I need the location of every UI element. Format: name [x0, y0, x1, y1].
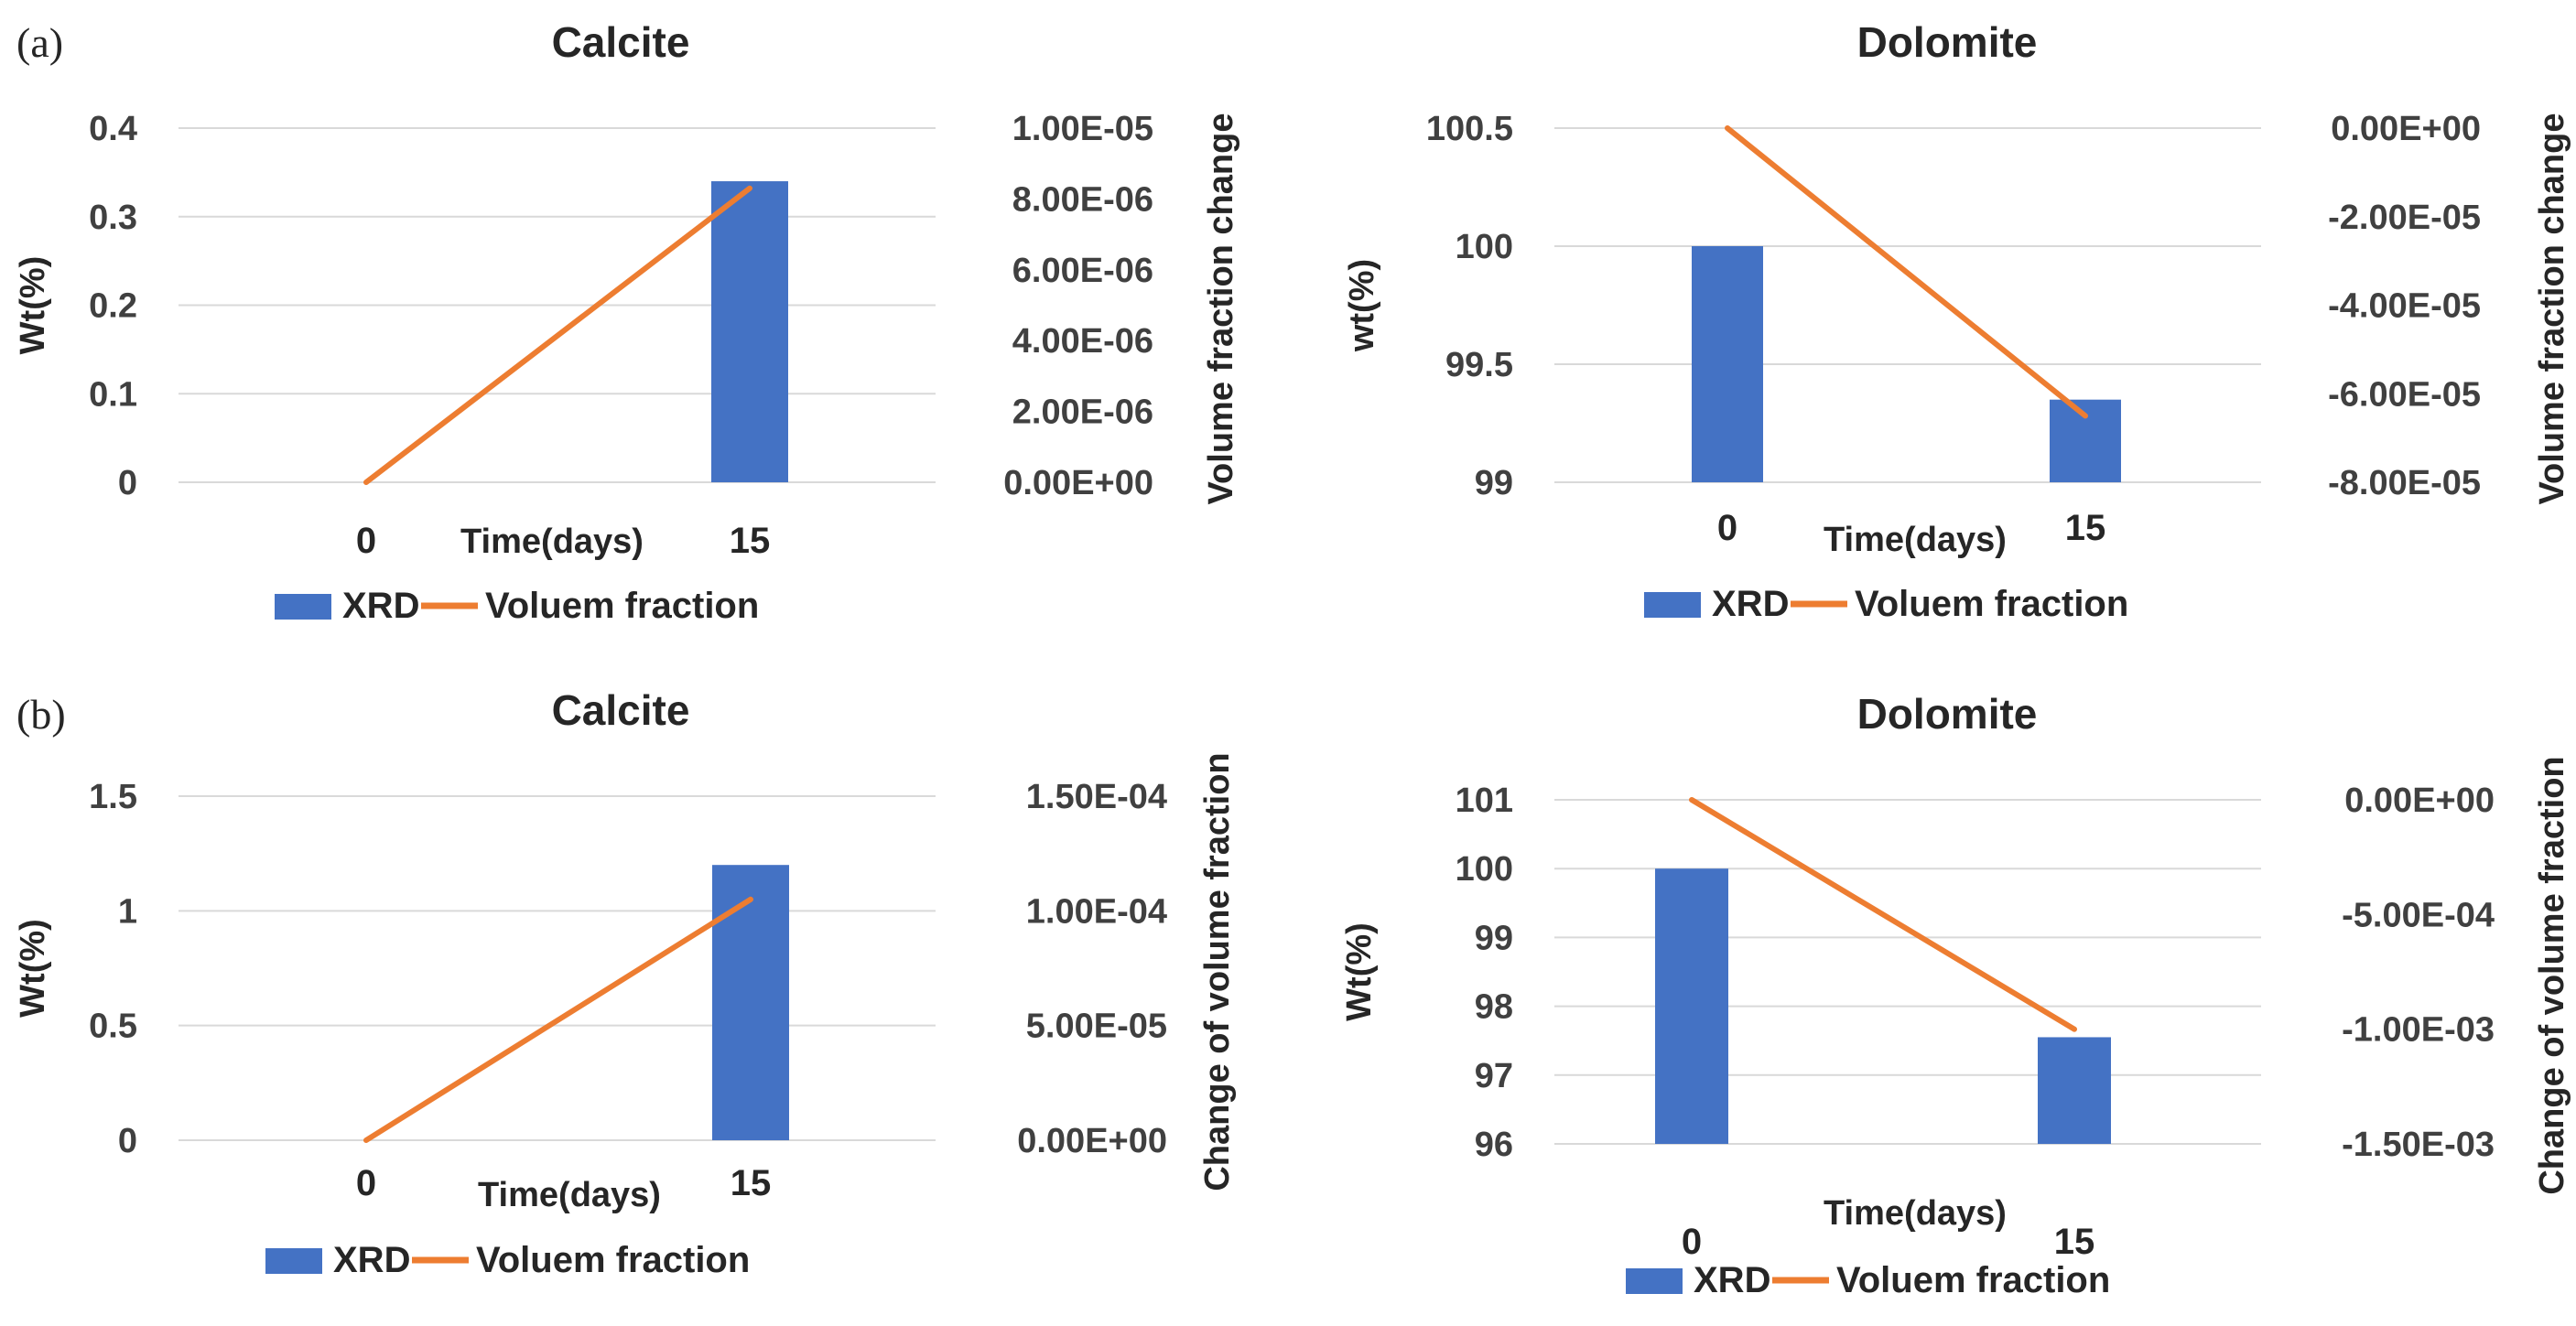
- legend-label-xrd: XRD: [1694, 1260, 1770, 1300]
- y2-axis-label: Volume fraction change: [2533, 113, 2571, 505]
- x-category-label: 15: [730, 521, 771, 561]
- y-tick-label: 0.4: [89, 110, 137, 148]
- panel-label-b: (b): [16, 691, 66, 738]
- y2-tick-label: 4.00E-06: [1012, 322, 1153, 361]
- y-tick-label: 1.5: [89, 778, 137, 816]
- bar-xrd-15: [712, 865, 789, 1140]
- y-tick-label: 97: [1475, 1057, 1513, 1095]
- y-tick-label: 99: [1475, 919, 1513, 957]
- y-tick-label: 99.5: [1445, 346, 1513, 384]
- y-tick-label: 0.2: [89, 287, 137, 326]
- bar-xrd-15: [2038, 1037, 2111, 1144]
- y-tick-label: 1: [118, 892, 137, 931]
- y-tick-label: 100: [1456, 228, 1513, 266]
- chart-dolomite-a: 99 99.5 100 100.5 -8.00E-05 -6.00E-05 -4.00E-0…: [1343, 18, 2571, 624]
- chart-calcite-a: 0 0.1 0.2 0.3 0.4 0.00E+00 2.00E-06 4.00E-06 6.0…: [14, 18, 1240, 626]
- y-tick-label: 0.3: [89, 199, 137, 237]
- y2-tick-label: 0.00E+00: [1017, 1122, 1167, 1160]
- y2-tick-label: 0.00E+00: [1003, 464, 1153, 502]
- x-axis-label: Time(days): [478, 1176, 661, 1214]
- y2-tick-label: -2.00E-05: [2328, 199, 2481, 237]
- chart-calcite-b: 0 0.5 1 1.5 0.00E+00 5.00E-05 1.00E-04 1.50E-04…: [14, 686, 1237, 1280]
- y-axis-label: Wt(%): [1340, 922, 1379, 1021]
- y2-tick-label: 6.00E-06: [1012, 252, 1153, 290]
- chart-title: Dolomite: [1857, 690, 2038, 738]
- bar-xrd-15: [711, 181, 788, 483]
- y-tick-label: 100.5: [1426, 110, 1513, 148]
- line-volume-fraction: [1725, 125, 2088, 419]
- x-category-label: 15: [2065, 508, 2106, 548]
- y2-tick-label: 1.50E-04: [1026, 778, 1167, 816]
- x-category-label: 15: [731, 1163, 772, 1203]
- y2-axis-label: Change of volume fraction: [2533, 756, 2571, 1194]
- y2-tick-label: -5.00E-04: [2342, 896, 2495, 934]
- legend-swatch-xrd: [265, 1248, 322, 1274]
- x-axis-label: Time(days): [1824, 1194, 2007, 1233]
- x-category-label: 0: [356, 521, 376, 561]
- bar-xrd-0: [1655, 868, 1728, 1144]
- y2-tick-label: 1.00E-05: [1012, 110, 1153, 148]
- y2-tick-label: 0.00E+00: [2331, 110, 2481, 148]
- y-tick-label: 98: [1475, 988, 1513, 1027]
- legend-label-xrd: XRD: [333, 1240, 410, 1280]
- x-axis-label: Time(days): [460, 523, 644, 561]
- bar-xrd-0: [1692, 246, 1763, 482]
- chart-title: Calcite: [552, 18, 690, 66]
- y2-tick-label: -1.50E-03: [2342, 1126, 2495, 1164]
- legend-label-volume: Voluem fraction: [476, 1240, 750, 1280]
- legend-swatch-xrd: [1644, 592, 1701, 618]
- y2-tick-label: -4.00E-05: [2328, 287, 2481, 326]
- legend-swatch-xrd: [1626, 1268, 1683, 1294]
- x-category-label: 0: [1682, 1222, 1702, 1262]
- chart-title: Dolomite: [1857, 18, 2038, 66]
- y2-tick-label: -6.00E-05: [2328, 375, 2481, 414]
- line-volume-fraction: [1689, 797, 2077, 1032]
- legend-swatch-xrd: [275, 594, 331, 620]
- y-tick-label: 100: [1456, 850, 1513, 889]
- y2-tick-label: 5.00E-05: [1026, 1008, 1167, 1046]
- y-tick-label: 0.5: [89, 1008, 137, 1046]
- y-axis-label: Wt(%): [14, 919, 52, 1018]
- x-category-label: 0: [356, 1163, 376, 1203]
- legend-label-volume: Voluem fraction: [1855, 584, 2128, 624]
- line-volume-fraction: [363, 185, 752, 485]
- y2-axis-label: Volume fraction change: [1202, 113, 1240, 505]
- panel-label-a: (a): [16, 19, 63, 66]
- chart-title: Calcite: [552, 686, 690, 734]
- y2-tick-label: 8.00E-06: [1012, 180, 1153, 219]
- y-tick-label: 0.1: [89, 375, 137, 414]
- y-tick-label: 101: [1456, 782, 1513, 820]
- y2-tick-label: 0.00E+00: [2344, 782, 2495, 820]
- line-volume-fraction: [363, 896, 753, 1143]
- y2-tick-label: -8.00E-05: [2328, 464, 2481, 502]
- legend-label-volume: Voluem fraction: [485, 586, 759, 626]
- y2-tick-label: -1.00E-03: [2342, 1011, 2495, 1050]
- bar-xrd-15: [2050, 399, 2121, 482]
- y-tick-label: 0: [118, 1122, 137, 1160]
- legend-label-xrd: XRD: [1712, 584, 1789, 624]
- y-tick-label: 0: [118, 464, 137, 502]
- y-tick-label: 99: [1475, 464, 1513, 502]
- x-axis-label: Time(days): [1824, 521, 2007, 559]
- x-category-label: 15: [2054, 1222, 2095, 1262]
- x-category-label: 0: [1717, 508, 1737, 548]
- y2-tick-label: 2.00E-06: [1012, 393, 1153, 432]
- legend-label-xrd: XRD: [342, 586, 419, 626]
- legend-label-volume: Voluem fraction: [1836, 1260, 2110, 1300]
- y-tick-label: 96: [1475, 1126, 1513, 1164]
- y2-tick-label: 1.00E-04: [1026, 892, 1167, 931]
- y-axis-label: wt(%): [1343, 259, 1381, 352]
- chart-dolomite-b: 96 97 98 99 100 101 -1.50E-03 -1.00E-03 -5.00E-0…: [1340, 690, 2571, 1300]
- y2-axis-label: Change of volume fraction: [1198, 752, 1237, 1191]
- y-axis-label: Wt(%): [14, 256, 52, 355]
